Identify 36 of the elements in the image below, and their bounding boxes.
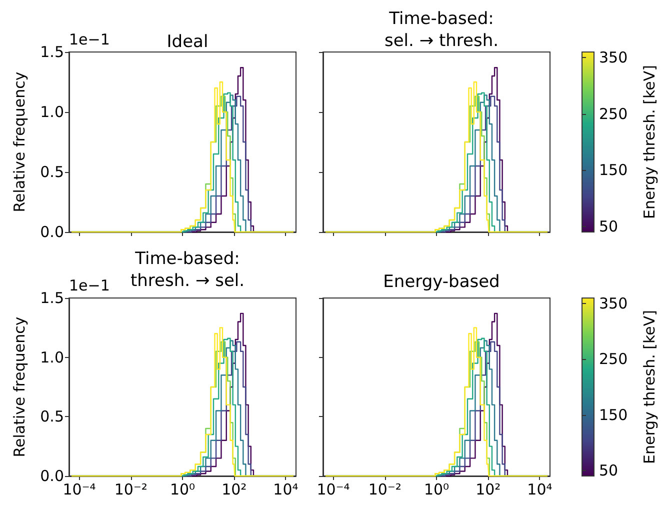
chart-title: Energy-based [383, 272, 500, 292]
color-bar-title: Energy thresh. [keV] [640, 65, 658, 219]
color-bar-label: 350 [599, 48, 628, 67]
x-tick-label: 10⁻⁴ [62, 480, 96, 498]
y-tick-label: 0.0 [40, 467, 64, 485]
x-tick-label: 10⁴ [273, 480, 298, 498]
y-tick-label: 1.0 [40, 103, 64, 121]
y-tick-label: 0.5 [40, 408, 64, 426]
color-bar-label: 50 [599, 461, 618, 480]
y-axis-title: Relative frequency [10, 316, 28, 458]
color-bar-label: 250 [599, 104, 628, 123]
y-axis-title: Relative frequency [10, 72, 28, 212]
y-tick-label: 1.5 [40, 43, 64, 61]
color-bar-label: 150 [599, 161, 628, 180]
color-bar-label: 350 [599, 294, 628, 313]
x-tick-label: 10⁻² [368, 480, 402, 498]
chart-title: Time-based: sel. → thresh. [384, 9, 499, 51]
text: 1e−1 [69, 30, 110, 48]
color-bar-label: 50 [599, 217, 618, 236]
color-bar-label: 150 [599, 406, 628, 424]
chart-title: Time-based: thresh. → sel. [130, 249, 245, 291]
x-tick-label: 10⁻² [114, 480, 148, 498]
y-tick-label: 0.0 [40, 223, 64, 241]
chart-title: Ideal [166, 32, 208, 52]
x-tick-label: 10² [222, 480, 247, 498]
y-tick-label: 0.5 [40, 163, 64, 181]
text: 1e−1 [69, 276, 110, 294]
x-tick-label: 10² [476, 480, 501, 498]
color-bar-title: Energy thresh. [keV] [640, 310, 658, 464]
x-tick-label: 10⁰ [424, 480, 450, 498]
color-bar-label: 250 [599, 350, 628, 368]
x-tick-label: 10⁻⁴ [316, 480, 350, 498]
y-tick-label: 1.0 [40, 348, 64, 366]
x-tick-label: 10⁴ [527, 480, 552, 498]
x-tick-label: 10⁰ [170, 480, 196, 498]
y-tick-label: 1.5 [40, 289, 64, 307]
